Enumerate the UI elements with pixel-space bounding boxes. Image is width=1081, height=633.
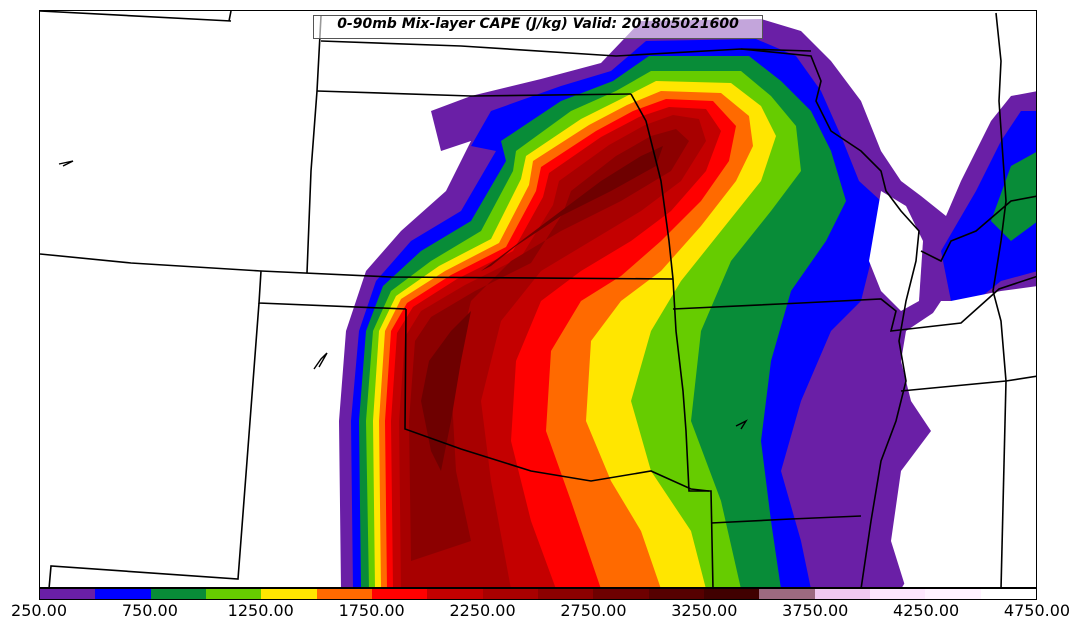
cape-band-max bbox=[481, 146, 663, 271]
colorbar-label: 1250.00 bbox=[227, 601, 294, 620]
boundary-line bbox=[1000, 380, 1007, 587]
map-title: 0-90mb Mix-layer CAPE (J/kg) Valid: 2018… bbox=[313, 15, 763, 39]
cape-map bbox=[40, 11, 1036, 587]
boundary-line bbox=[306, 15, 322, 274]
colorbar-label: 4750.00 bbox=[1003, 601, 1071, 620]
lake-outline bbox=[735, 419, 748, 430]
colorbar-segment bbox=[814, 589, 870, 599]
cape-band-4250 bbox=[399, 115, 706, 587]
colorbar-segment bbox=[150, 589, 206, 599]
boundary-line bbox=[404, 308, 710, 492]
colorbar-label: 750.00 bbox=[121, 601, 178, 620]
lake-outline bbox=[58, 160, 74, 167]
cape-shading bbox=[339, 19, 1036, 587]
boundary-line bbox=[992, 12, 1007, 382]
colorbar-segment bbox=[427, 589, 483, 599]
colorbar-labels: 250.00 750.00 1250.00 1750.00 2250.00 2750.00… bbox=[0, 601, 1081, 623]
colorbar-segment bbox=[925, 589, 981, 599]
cape-band-750-east bbox=[941, 111, 1036, 301]
lake-outline bbox=[313, 352, 328, 370]
colorbar-label: 2250.00 bbox=[449, 601, 516, 620]
colorbar-segment bbox=[537, 589, 594, 599]
colorbar-segment bbox=[95, 589, 151, 599]
boundary-line bbox=[710, 515, 862, 524]
colorbar-segment bbox=[316, 589, 372, 599]
colorbar-label: 4250.00 bbox=[893, 601, 960, 620]
lakes bbox=[58, 160, 748, 430]
boundary-line bbox=[228, 11, 232, 22]
boundary-line bbox=[920, 195, 1036, 263]
colorbar-label: 1750.00 bbox=[338, 601, 405, 620]
colorbar-segment bbox=[593, 589, 649, 599]
cape-hole-2 bbox=[891, 286, 1036, 587]
colorbar-label: 3750.00 bbox=[782, 601, 849, 620]
cape-band-max-2 bbox=[421, 311, 471, 471]
colorbar-segment bbox=[261, 589, 317, 599]
colorbar-segment bbox=[648, 589, 704, 599]
colorbar-segment bbox=[40, 589, 96, 599]
colorbar-segment bbox=[869, 589, 926, 599]
cape-band-1250-east bbox=[991, 152, 1036, 241]
boundary-line bbox=[630, 93, 714, 587]
colorbar-segment bbox=[371, 589, 428, 599]
colorbar-segment bbox=[205, 589, 262, 599]
colorbar-label: 3250.00 bbox=[671, 601, 738, 620]
cape-band-4750 bbox=[409, 129, 689, 561]
boundary-line bbox=[320, 40, 812, 57]
colorbar-segment bbox=[980, 589, 1036, 599]
boundary-line bbox=[316, 90, 632, 97]
boundary-line bbox=[40, 11, 232, 22]
state-boundaries bbox=[40, 11, 1036, 587]
colorbar-label: 250.00 bbox=[11, 601, 67, 620]
colorbar bbox=[39, 588, 1037, 600]
boundary-line bbox=[48, 302, 260, 587]
map-panel bbox=[39, 10, 1037, 588]
colorbar-label: 2750.00 bbox=[560, 601, 627, 620]
boundary-line bbox=[672, 275, 1036, 332]
colorbar-segment bbox=[482, 589, 538, 599]
colorbar-segment bbox=[759, 589, 815, 599]
boundary-line bbox=[740, 48, 920, 587]
colorbar-segment bbox=[703, 589, 760, 599]
